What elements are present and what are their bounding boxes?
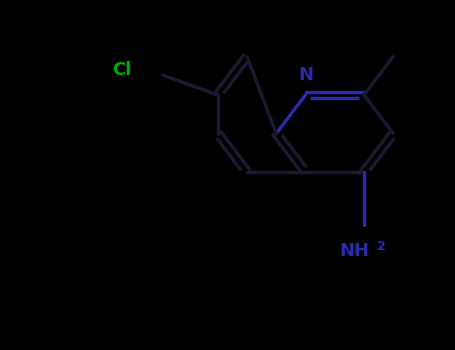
Text: Cl: Cl — [112, 61, 131, 79]
Text: NH: NH — [339, 243, 369, 260]
Text: 2: 2 — [377, 240, 386, 253]
Text: N: N — [298, 65, 313, 84]
